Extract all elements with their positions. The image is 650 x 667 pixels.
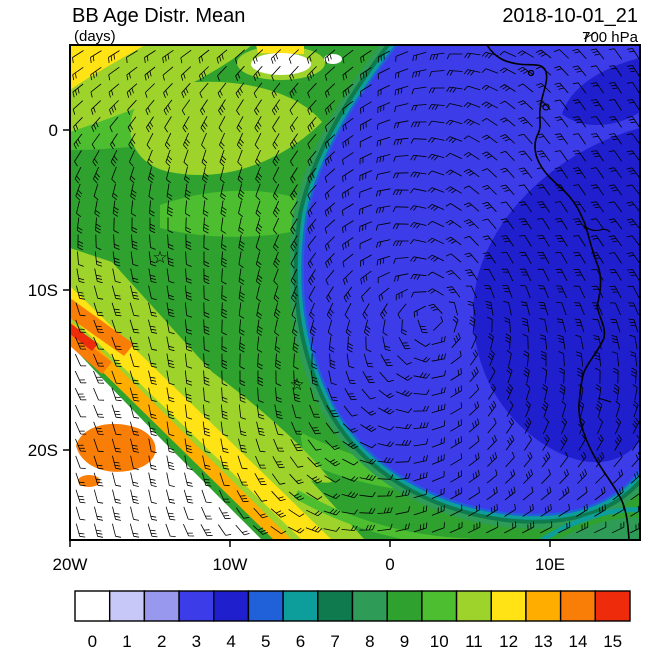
- star-marker: ☆: [152, 248, 167, 267]
- colorbar-label: 8: [365, 632, 374, 651]
- colorbar-label: 10: [430, 632, 449, 651]
- colorbar-label: 0: [88, 632, 97, 651]
- colorbar-label: 15: [603, 632, 622, 651]
- colorbar-cell: [317, 590, 354, 622]
- field-bottomright-teal-arc: [540, 507, 640, 540]
- plot-title: BB Age Distr. Mean: [72, 5, 246, 27]
- river-line: [597, 397, 612, 403]
- y-tick-label: 20S: [28, 441, 58, 460]
- wind-barbs-field: [72, 48, 640, 538]
- colorbar-label: 13: [534, 632, 553, 651]
- colorbar: 0 1 2 3 4 5 6 7 8 9 10 11 12 13 14 15: [74, 590, 631, 651]
- colorbar-label: 7: [330, 632, 339, 651]
- bioko-island-outline: [527, 69, 535, 77]
- field-lightgreen-streak: [300, 432, 525, 494]
- field-white-patch: [251, 53, 311, 75]
- wind-barbs-layer: [72, 48, 640, 538]
- colorbar-cell: [351, 590, 388, 622]
- colorbar-label: 5: [261, 632, 270, 651]
- colorbar-cell: [213, 590, 250, 622]
- field-orange-blob: [76, 423, 156, 472]
- field-white-patch-small: [324, 54, 342, 64]
- colorbar-label: 14: [569, 632, 588, 651]
- colorbar-label: 4: [226, 632, 235, 651]
- colorbar-label: 2: [157, 632, 166, 651]
- field-orange-streak: [70, 298, 134, 356]
- colorbar-cell: [455, 590, 492, 622]
- colorbar-cell: [143, 590, 180, 622]
- colorbar-label: 6: [296, 632, 305, 651]
- field-bottom-arc: [293, 490, 471, 540]
- colorbar-cell: [178, 590, 215, 622]
- field-bottomright-green: [556, 517, 640, 540]
- x-axis: 20W 10W 0 10E: [53, 540, 565, 574]
- filled-contour-field: [70, 45, 640, 540]
- colorbar-label: 3: [192, 632, 201, 651]
- colorbar-cell: [559, 590, 597, 622]
- field-red-sliver: [70, 323, 98, 351]
- colorbar-label: 1: [122, 632, 131, 651]
- colorbar-cell: [74, 590, 111, 622]
- field-orange-dot: [78, 475, 100, 487]
- field-yellow-topstrip: [256, 45, 304, 54]
- star-marker: ☆: [289, 375, 304, 394]
- field-yellow-topleft: [70, 45, 145, 90]
- colorbar-cell: [108, 590, 146, 622]
- colorbar-label: 12: [499, 632, 518, 651]
- y-tick-label: 10S: [28, 281, 58, 300]
- colorbar-cell: [282, 590, 319, 622]
- level-label: 700 hPa: [582, 29, 638, 46]
- y-axis: 0 10S 20S: [28, 121, 70, 460]
- field-orangeyellow-diagonal: [70, 320, 292, 540]
- colorbar-cell: [594, 590, 631, 622]
- valid-datetime: 2018-10-01_21: [502, 5, 638, 27]
- inland-contour: [542, 103, 550, 111]
- map-frame: [69, 44, 641, 541]
- x-tick-label: 10E: [535, 555, 565, 574]
- colorbar-label: 9: [400, 632, 409, 651]
- units-label: (days): [74, 28, 116, 45]
- colorbar-label: 11: [465, 632, 483, 651]
- wind-barb-legend-icon: [583, 31, 597, 40]
- x-tick-label: 0: [385, 555, 394, 574]
- field-yellowgreen-arc: [172, 352, 332, 483]
- field-yellowgreen-tongue: [130, 81, 322, 176]
- colorbar-cell: [490, 590, 527, 622]
- colorbar-cell: [421, 590, 458, 622]
- field-white-wedge: [70, 344, 262, 540]
- level-text: 700 hPa: [582, 29, 638, 46]
- x-tick-label: 20W: [53, 555, 88, 574]
- station-markers: ☆☆: [152, 248, 304, 394]
- field-darkblue-core: [473, 128, 640, 463]
- colorbar-cell: [386, 590, 423, 622]
- colorbar-cell: [525, 590, 562, 622]
- x-tick-label: 10W: [213, 555, 248, 574]
- colorbar-cell: [247, 590, 284, 622]
- congo-river: [583, 225, 611, 233]
- y-tick-label: 0: [49, 121, 58, 140]
